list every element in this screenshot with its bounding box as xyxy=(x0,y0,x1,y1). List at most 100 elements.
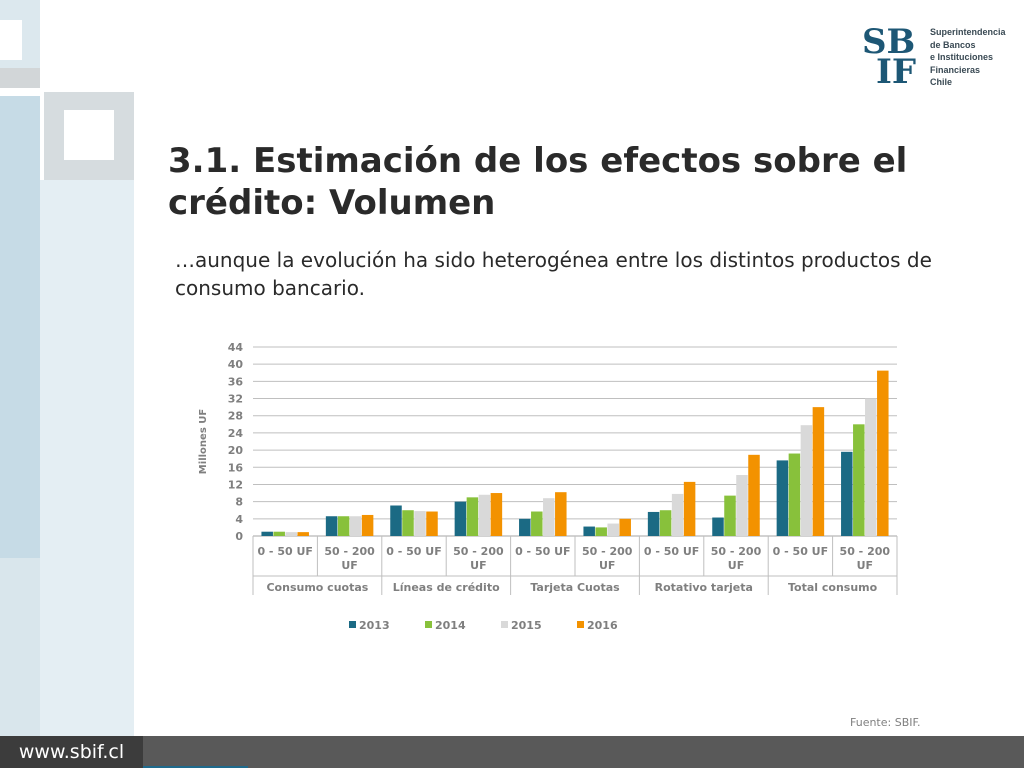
bar xyxy=(724,495,736,536)
institution-line: Chile xyxy=(930,77,953,87)
bar-chart: 0 4 8 12 16 20 24 28 32 36 40 44 Millones UF 0 - 50 U… xyxy=(198,341,898,632)
bar xyxy=(736,475,748,536)
x-tick-label: 0 - 50 UF xyxy=(773,545,828,558)
x-tick-label: 50 - 200 xyxy=(711,545,762,558)
bar xyxy=(402,510,414,536)
bar xyxy=(607,523,619,536)
legend-label: 2013 xyxy=(359,619,390,632)
bar xyxy=(853,424,865,536)
legend-swatch xyxy=(425,621,432,628)
bar xyxy=(812,407,825,536)
bar xyxy=(337,516,350,536)
left-decor-panel-light xyxy=(40,180,134,736)
bar xyxy=(595,527,607,536)
y-tick-label: 4 xyxy=(235,513,243,526)
legend-swatch xyxy=(577,621,584,628)
bar xyxy=(297,532,309,536)
footer-url-link[interactable]: www.sbif.cl xyxy=(0,736,143,768)
bar xyxy=(426,511,438,536)
x-tick-label: 50 - 200 xyxy=(840,545,891,558)
bar xyxy=(466,497,479,536)
institution-line: e Instituciones xyxy=(930,52,994,62)
bar xyxy=(454,501,467,536)
x-tick-label: 0 - 50 UF xyxy=(644,545,699,558)
x-tick-label: UF xyxy=(728,559,744,572)
bar xyxy=(325,516,338,536)
y-tick-label: 44 xyxy=(228,341,244,354)
y-axis-title: Millones UF xyxy=(198,409,209,474)
bar xyxy=(490,493,503,536)
bar xyxy=(349,516,362,536)
bar xyxy=(543,498,555,536)
x-group-label: Tarjeta Cuotas xyxy=(530,581,620,594)
legend-label: 2016 xyxy=(587,619,618,632)
x-tick-label: 50 - 200 xyxy=(324,545,375,558)
y-tick-label: 20 xyxy=(228,444,244,457)
bar xyxy=(519,518,531,536)
bar xyxy=(390,505,402,536)
left-decor-panel-main xyxy=(0,96,40,558)
left-decor-square-outline xyxy=(0,20,22,60)
y-tick-label: 32 xyxy=(228,393,243,406)
bar xyxy=(414,511,426,536)
institution-line: de Bancos xyxy=(930,39,976,50)
footer-bar xyxy=(0,736,1024,768)
x-tick-label: 50 - 200 xyxy=(453,545,504,558)
bar xyxy=(841,451,853,536)
bar xyxy=(285,532,297,536)
legend-label: 2014 xyxy=(435,619,466,632)
bar xyxy=(683,481,696,536)
source-note: Fuente: SBIF. xyxy=(850,716,921,729)
y-tick-label: 0 xyxy=(235,530,243,543)
y-tick-label: 16 xyxy=(228,461,244,474)
x-group-label: Consumo cuotas xyxy=(266,581,368,594)
x-tick-label: 0 - 50 UF xyxy=(257,545,312,558)
x-group-label: Total consumo xyxy=(788,581,878,594)
bar xyxy=(583,526,595,536)
x-tick-label: 0 - 50 UF xyxy=(386,545,441,558)
left-decor-panel-bottom xyxy=(0,558,40,736)
bar xyxy=(877,370,889,536)
bar xyxy=(619,518,631,536)
institution-line: Superintendencia xyxy=(930,27,1006,37)
sbif-logo-mark: SB IF xyxy=(862,22,917,92)
x-tick-label: UF xyxy=(341,559,357,572)
bar xyxy=(865,398,877,536)
y-tick-label: 36 xyxy=(228,375,244,388)
bar xyxy=(531,511,543,536)
x-group-label: Rotativo tarjeta xyxy=(655,581,753,594)
bar xyxy=(555,492,567,536)
bar xyxy=(647,511,660,536)
left-decor-panel-grey xyxy=(0,68,40,88)
y-tick-label: 24 xyxy=(228,427,244,440)
sbif-logo: SB IF Superintendencia de Bancos e Insti… xyxy=(862,22,1014,92)
bar xyxy=(788,453,801,536)
bar xyxy=(748,454,760,536)
legend-swatch xyxy=(349,621,356,628)
bar xyxy=(712,517,724,536)
y-tick-label: 28 xyxy=(228,410,243,423)
bar xyxy=(478,494,491,536)
slide-subtitle: …aunque la evolución ha sido heterogénea… xyxy=(175,248,932,300)
y-tick-label: 12 xyxy=(228,478,243,491)
x-tick-label: UF xyxy=(599,559,615,572)
bar xyxy=(776,460,789,536)
bar xyxy=(659,510,672,536)
legend-swatch xyxy=(501,621,508,628)
bar xyxy=(361,514,374,536)
bar xyxy=(261,531,273,536)
footer-accent-line xyxy=(143,766,248,768)
slide-title: 3.1. Estimación de los efectos sobre el … xyxy=(168,141,908,223)
institution-line: Financieras xyxy=(930,64,981,75)
x-group-label: Líneas de crédito xyxy=(393,581,500,594)
bar xyxy=(671,493,684,536)
x-tick-label: 50 - 200 xyxy=(582,545,633,558)
x-tick-label: 0 - 50 UF xyxy=(515,545,570,558)
x-tick-label: UF xyxy=(470,559,486,572)
institution-name: Superintendencia de Bancos e Institucion… xyxy=(930,26,1014,89)
left-decor-frame-inner xyxy=(64,110,114,160)
legend-label: 2015 xyxy=(511,619,542,632)
x-tick-label: UF xyxy=(857,559,873,572)
bar xyxy=(273,531,285,536)
y-tick-label: 40 xyxy=(228,358,244,371)
